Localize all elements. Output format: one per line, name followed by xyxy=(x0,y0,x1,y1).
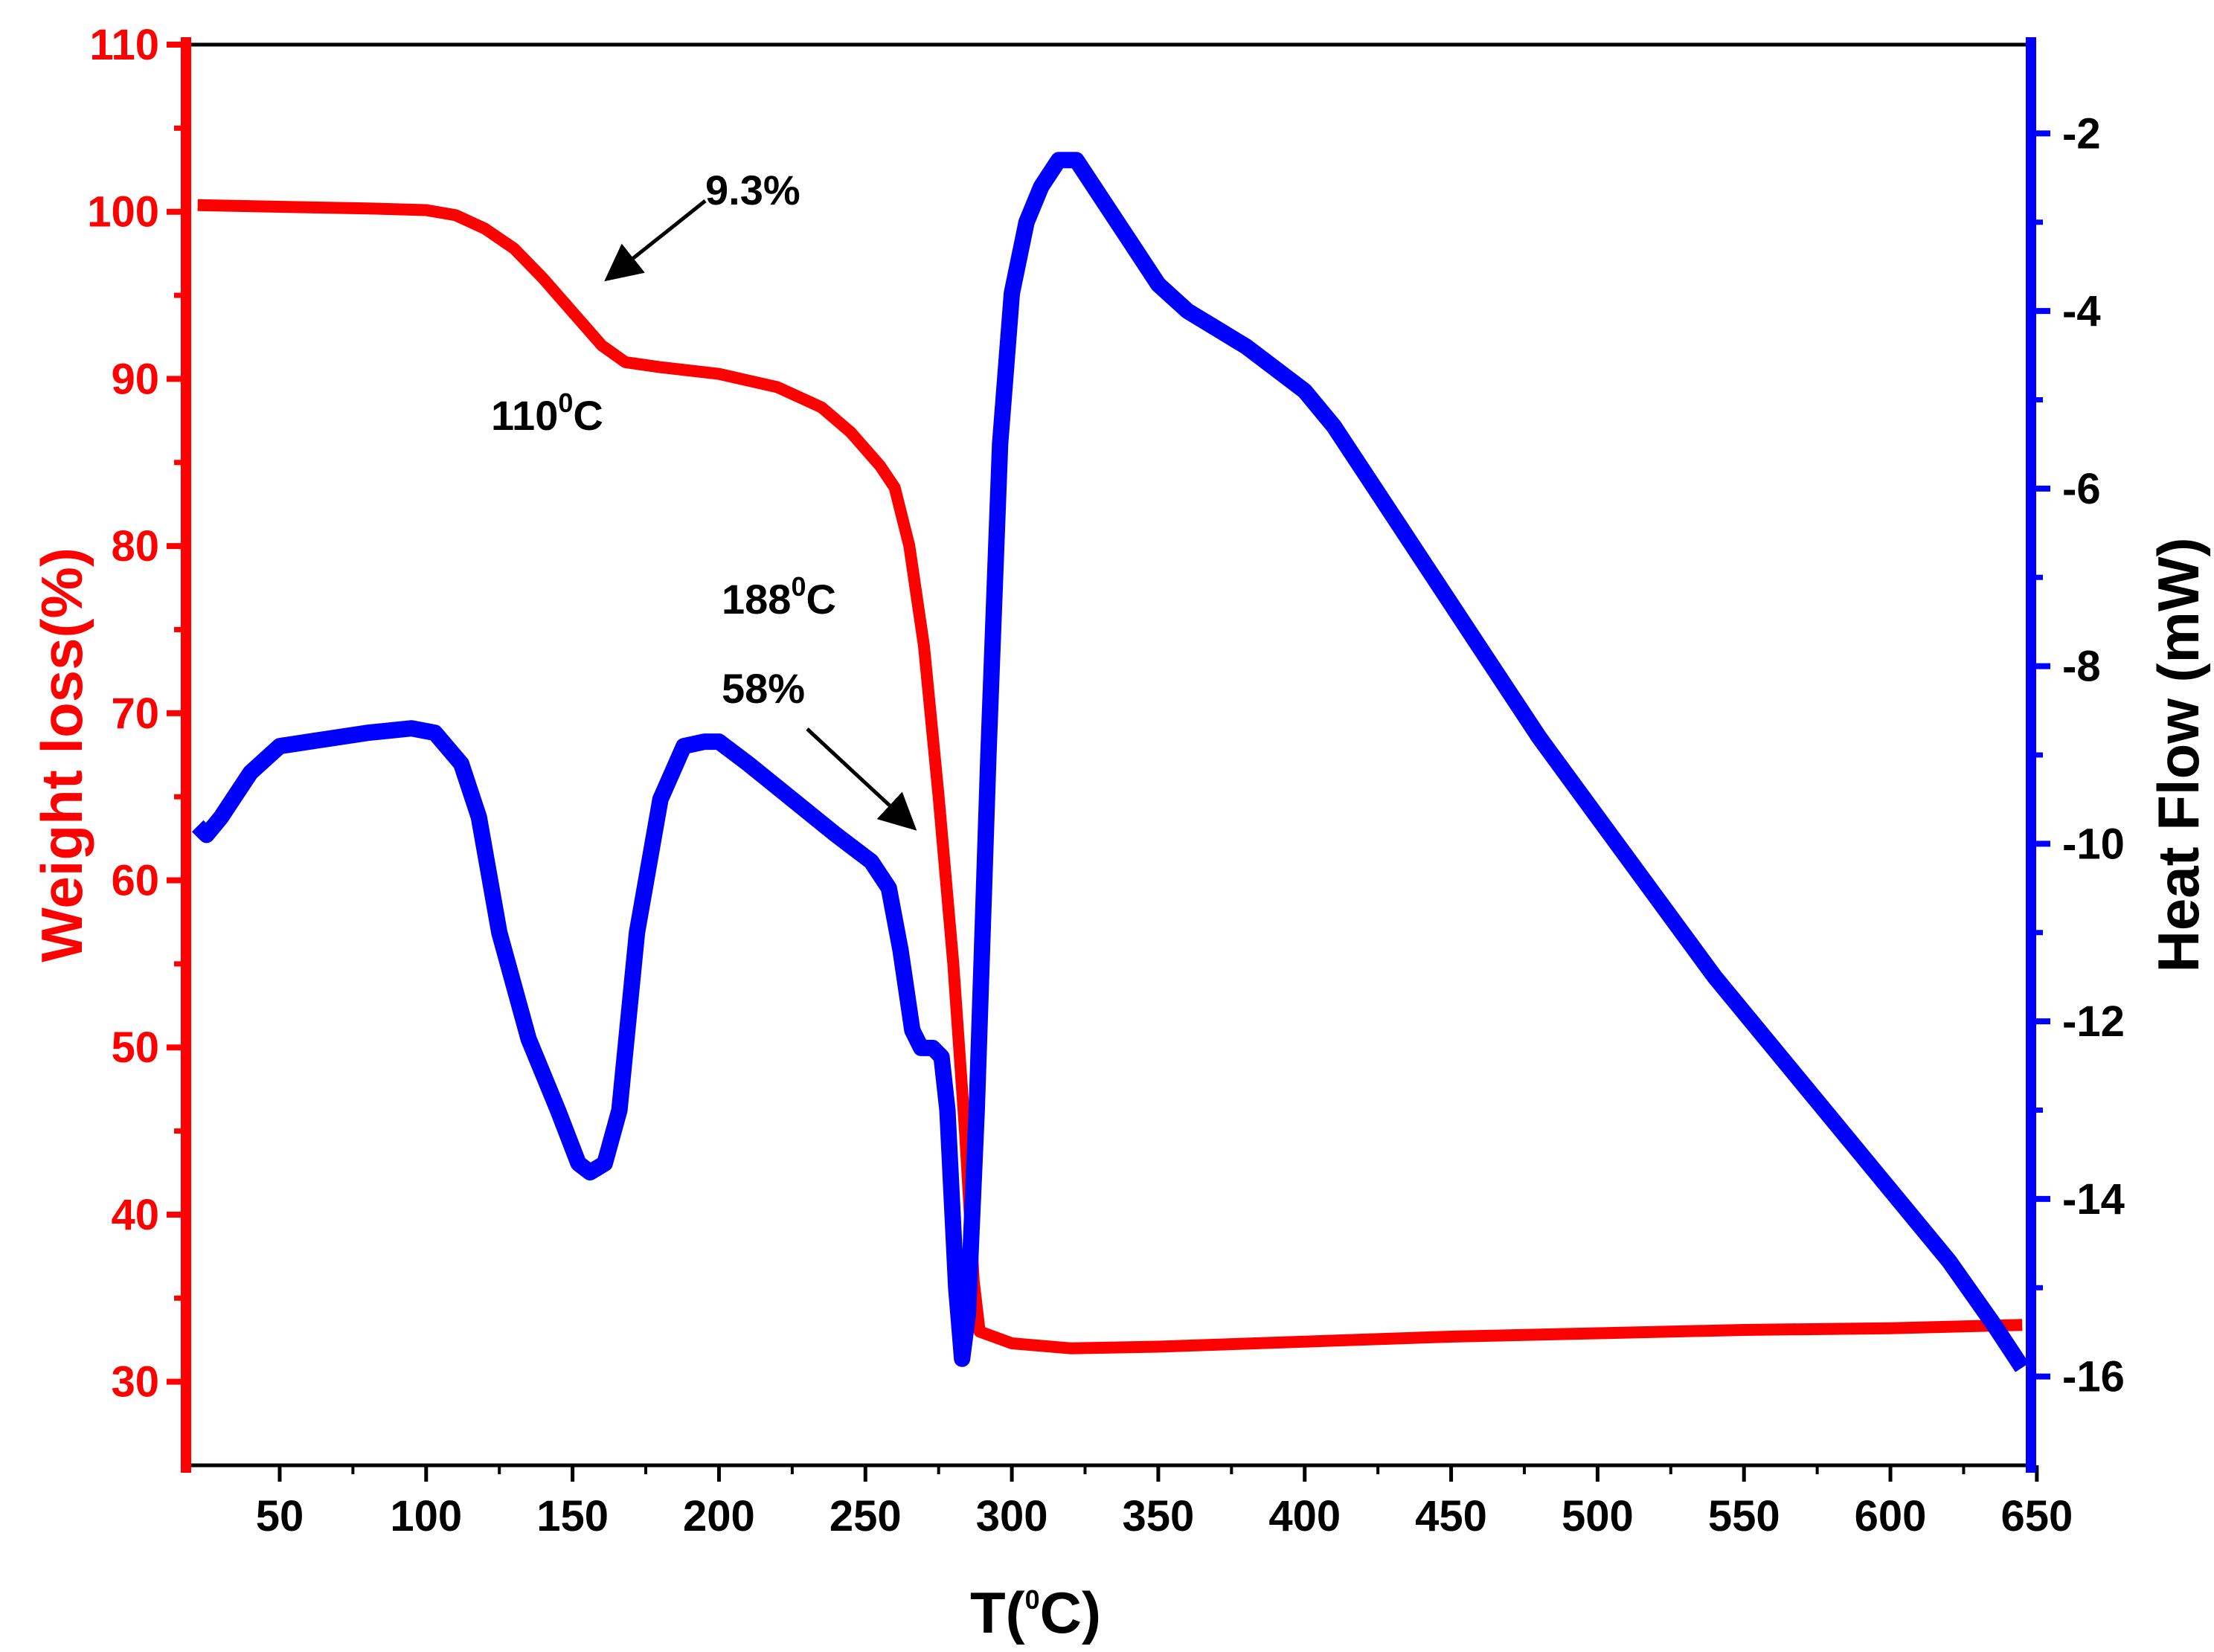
y-right-tick-label--14: -14 xyxy=(2062,1175,2125,1224)
y-left-tick-label-70: 70 xyxy=(111,690,159,738)
x-tick-label-100: 100 xyxy=(390,1492,462,1540)
x-axis-title-sup: 0 xyxy=(1025,1584,1040,1615)
annotation-temp-188-unit: C xyxy=(806,576,835,623)
y-left-tick-label-30: 30 xyxy=(111,1358,159,1407)
y-left-tick-label-110: 110 xyxy=(89,21,159,69)
y-right-axis-title: Heat Flow (mW) xyxy=(2146,538,2211,973)
x-tick-label-300: 300 xyxy=(976,1492,1048,1540)
x-tick-label-150: 150 xyxy=(536,1492,609,1540)
y-right-tick-label--10: -10 xyxy=(2062,820,2125,868)
y-left-axis-title: Weight loss(%) xyxy=(29,547,94,962)
annotation-temp-188: 1880C xyxy=(722,571,836,623)
y-left-tick-label-90: 90 xyxy=(111,355,159,403)
y-right-tick-label--16: -16 xyxy=(2062,1353,2125,1401)
y-left-tick-label-60: 60 xyxy=(111,857,159,905)
y-right-tick-label--8: -8 xyxy=(2062,643,2101,691)
y-right-tick-label--4: -4 xyxy=(2062,287,2101,335)
x-tick-label-650: 650 xyxy=(2000,1492,2073,1540)
x-axis-title-prefix: T( xyxy=(970,1580,1025,1645)
y-right-axis: -16 -14 -12 -10 -8 -6 -4 -2 xyxy=(2026,37,2125,1473)
annotation-temp-110-sup: 0 xyxy=(558,388,573,418)
x-axis-title-suffix: C) xyxy=(1040,1580,1101,1645)
y-left-tick-label-100: 100 xyxy=(87,188,159,237)
y-left-tick-label-80: 80 xyxy=(111,522,159,571)
x-tick-label-500: 500 xyxy=(1562,1492,1634,1540)
y-left-tick-label-50: 50 xyxy=(111,1023,159,1072)
series-line-weight-loss xyxy=(197,199,2023,1354)
y-left-tick-label-40: 40 xyxy=(111,1191,159,1239)
annotation-pct-58: 58% xyxy=(722,665,805,712)
x-tick-label-50: 50 xyxy=(256,1492,304,1540)
series-layer xyxy=(191,152,2029,1372)
annotation-arrow-1 xyxy=(604,199,707,282)
annotation-arrow-2 xyxy=(806,727,917,831)
x-tick-label-350: 350 xyxy=(1123,1492,1195,1540)
y-right-tick-label--2: -2 xyxy=(2062,109,2101,158)
x-tick-label-250: 250 xyxy=(830,1492,902,1540)
series-line-heat-flow xyxy=(191,152,2029,1372)
y-left-axis: 30 40 50 60 70 80 90 100 110 xyxy=(87,21,191,1473)
annotation-temp-110-value: 110 xyxy=(491,392,558,439)
annotation-pct-9-3: 9.3% xyxy=(705,167,800,213)
y-right-tick-label--12: -12 xyxy=(2062,997,2125,1046)
annotation-temp-188-sup: 0 xyxy=(791,571,806,602)
x-tick-label-400: 400 xyxy=(1268,1492,1341,1540)
annotation-temp-110-unit: C xyxy=(573,392,603,439)
y-right-tick-label--6: -6 xyxy=(2062,465,2101,513)
annotation-temp-110: 1100C xyxy=(491,388,603,439)
annotation-temp-188-value: 188 xyxy=(722,576,791,623)
x-tick-label-450: 450 xyxy=(1415,1492,1487,1540)
x-tick-label-200: 200 xyxy=(683,1492,755,1540)
x-axis: 50 100 150 200 250 300 350 400 450 500 550 600 650 xyxy=(256,1465,2073,1540)
x-tick-label-600: 600 xyxy=(1855,1492,1927,1540)
x-tick-label-550: 550 xyxy=(1708,1492,1780,1540)
x-axis-title: T(0C) xyxy=(970,1580,1101,1645)
